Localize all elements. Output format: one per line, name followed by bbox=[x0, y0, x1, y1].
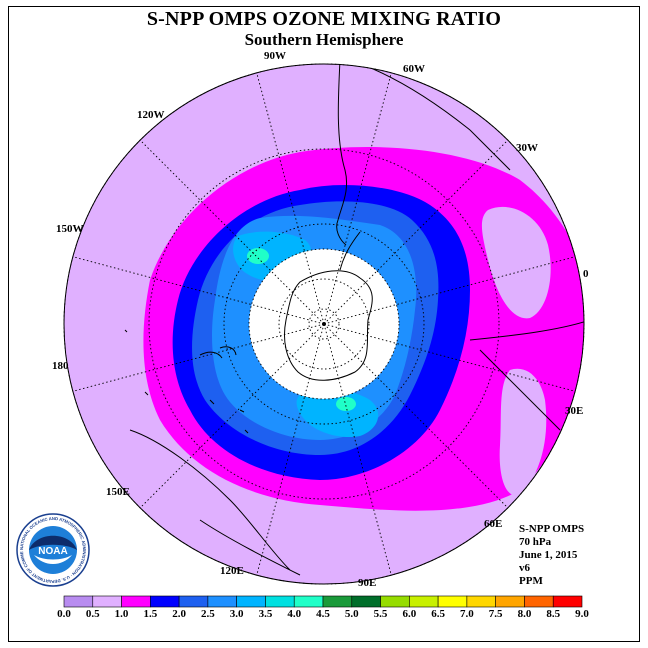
lon-label-60e: 60E bbox=[484, 518, 503, 530]
coastlines bbox=[124, 64, 584, 576]
lon-label-30e: 30E bbox=[565, 405, 584, 417]
colorbar-tick-label: 9.0 bbox=[575, 608, 589, 620]
map-subtitle: Southern Hemisphere bbox=[244, 30, 404, 49]
lon-label-30w: 30W bbox=[516, 142, 538, 154]
colorbar-tick-label: 6.5 bbox=[431, 608, 445, 620]
colorbar-tick-label: 5.5 bbox=[373, 608, 388, 620]
lon-label-120e: 120E bbox=[220, 565, 244, 577]
colorbar-tick-label: 6.0 bbox=[402, 608, 417, 620]
meridian-line bbox=[323, 139, 509, 325]
colorbar-tick-label: 3.0 bbox=[229, 608, 244, 620]
colorbar-tick-label: 2.0 bbox=[172, 608, 186, 620]
islands bbox=[124, 329, 249, 434]
meridian-line bbox=[256, 323, 325, 576]
colorbar-tick-label: 4.0 bbox=[287, 608, 302, 620]
meridian-line bbox=[323, 72, 392, 325]
lon-label-60w: 60W bbox=[403, 63, 425, 75]
meridian-line bbox=[72, 256, 325, 325]
colorbar-tick-label: 8.5 bbox=[546, 608, 561, 620]
antarctic-peninsula bbox=[339, 231, 361, 271]
australia-coast bbox=[129, 429, 301, 576]
colorbar-tick-label: 1.0 bbox=[114, 608, 129, 620]
meridian-line bbox=[323, 323, 576, 392]
metadata-block: S-NPP OMPS 70 hPa June 1, 2015 v6 PPM bbox=[519, 523, 584, 588]
meridian-line bbox=[323, 323, 509, 509]
date-label: June 1, 2015 bbox=[519, 549, 578, 561]
colorbar-tick-label: 7.5 bbox=[488, 608, 503, 620]
lon-label-150w: 150W bbox=[56, 223, 84, 235]
meridian-line bbox=[323, 256, 576, 325]
pressure-level: 70 hPa bbox=[519, 536, 552, 548]
field-hole-east bbox=[481, 206, 551, 319]
colorbar-tick-label: 3.5 bbox=[258, 608, 273, 620]
map-title: S-NPP OMPS OZONE MIXING RATIO bbox=[146, 8, 502, 30]
figure-frame bbox=[8, 6, 640, 642]
colorbar-tick-label: 0.0 bbox=[57, 608, 71, 620]
lon-label-90w: 90W bbox=[264, 50, 286, 62]
lon-label-150e: 150E bbox=[106, 486, 130, 498]
lon-label-120w: 120W bbox=[137, 109, 165, 121]
colorbar-tick-label: 8.0 bbox=[517, 608, 532, 620]
version-label: v6 bbox=[519, 562, 530, 574]
meridian-line bbox=[323, 323, 392, 576]
colorbar-tick-label: 4.5 bbox=[316, 608, 330, 620]
meridian-line bbox=[256, 72, 325, 325]
colorbar-tick-label: 7.0 bbox=[460, 608, 474, 620]
colorbar-tick-label: 1.5 bbox=[143, 608, 158, 620]
south-america-coast bbox=[336, 64, 511, 246]
meridian-line bbox=[72, 323, 325, 392]
south-pole-marker bbox=[322, 322, 326, 326]
field-3p0-3p5-b bbox=[296, 389, 379, 438]
noaa-logo: NATIONAL OCEANIC AND ATMOSPHERIC ADMINIS… bbox=[16, 513, 90, 587]
colorbar-tick-label: 5.0 bbox=[344, 608, 359, 620]
colorbar-tick-label: 2.5 bbox=[201, 608, 215, 620]
field-hole-southeast bbox=[499, 368, 547, 496]
new-zealand bbox=[199, 346, 237, 359]
field-3p5-4p0-b bbox=[336, 397, 356, 411]
antarctica-coast bbox=[284, 270, 373, 381]
africa-coast bbox=[469, 319, 584, 431]
units-label: PPM bbox=[519, 575, 543, 587]
lon-label-0: 0 bbox=[583, 268, 589, 280]
lon-label-180: 180 bbox=[52, 360, 69, 372]
meridian-line bbox=[139, 139, 325, 325]
colorbar-tick-label: 0.5 bbox=[85, 608, 100, 620]
lon-label-90e: 90E bbox=[358, 577, 377, 589]
logo-text: NOAA bbox=[38, 546, 67, 557]
meridian-line bbox=[139, 323, 325, 509]
instrument-label: S-NPP OMPS bbox=[519, 523, 585, 535]
map-boundary bbox=[63, 63, 585, 585]
